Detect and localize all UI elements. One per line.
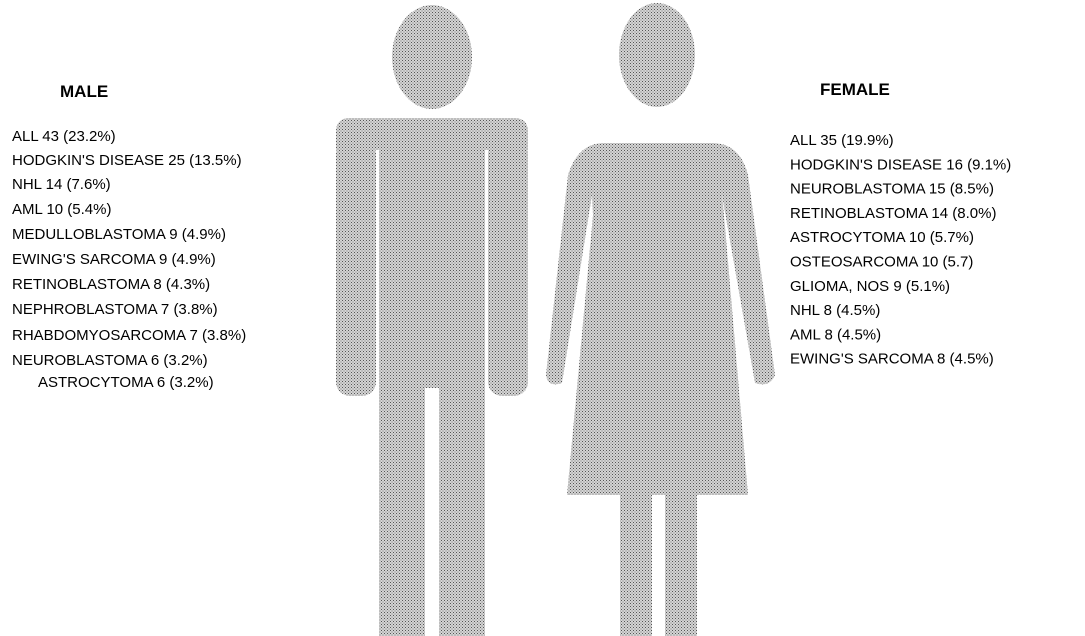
male-entry: NHL 14 (7.6%): [12, 176, 111, 193]
female-entry: NHL 8 (4.5%): [790, 302, 880, 319]
female-entry: OSTEOSARCOMA 10 (5.7): [790, 254, 973, 271]
female-entry: ALL 35 (19.9%): [790, 132, 894, 149]
male-entry: RHABDOMYOSARCOMA 7 (3.8%): [12, 327, 246, 344]
female-entry: NEUROBLASTOMA 15 (8.5%): [790, 181, 994, 198]
female-entry: RETINOBLASTOMA 14 (8.0%): [790, 205, 996, 222]
female-entry: ASTROCYTOMA 10 (5.7%): [790, 229, 974, 246]
male-entry: EWING'S SARCOMA 9 (4.9%): [12, 251, 216, 268]
male-entry: MEDULLOBLASTOMA 9 (4.9%): [12, 226, 226, 243]
page: MALE FEMALE ALL 43 (23.2%) HODGKIN'S DISE…: [0, 0, 1085, 636]
female-entry: EWING'S SARCOMA 8 (4.5%): [790, 351, 994, 368]
infographic: MALE FEMALE ALL 43 (23.2%) HODGKIN'S DISE…: [0, 0, 1085, 636]
male-entry: NEPHROBLASTOMA 7 (3.8%): [12, 301, 218, 318]
male-entry: ALL 43 (23.2%): [12, 128, 116, 145]
male-figure: [336, 5, 528, 636]
male-entry: RETINOBLASTOMA 8 (4.3%): [12, 276, 210, 293]
male-entry: NEUROBLASTOMA 6 (3.2%): [12, 352, 208, 369]
female-figure: [546, 3, 775, 636]
female-entry: AML 8 (4.5%): [790, 326, 881, 343]
female-entry: HODGKIN'S DISEASE 16 (9.1%): [790, 156, 1011, 173]
male-heading: MALE: [60, 82, 108, 101]
male-entry: HODGKIN'S DISEASE 25 (13.5%): [12, 152, 242, 169]
male-entry: AML 10 (5.4%): [12, 201, 112, 218]
male-entry: ASTROCYTOMA 6 (3.2%): [38, 374, 214, 391]
female-heading: FEMALE: [820, 80, 890, 99]
female-entry: GLIOMA, NOS 9 (5.1%): [790, 278, 950, 295]
